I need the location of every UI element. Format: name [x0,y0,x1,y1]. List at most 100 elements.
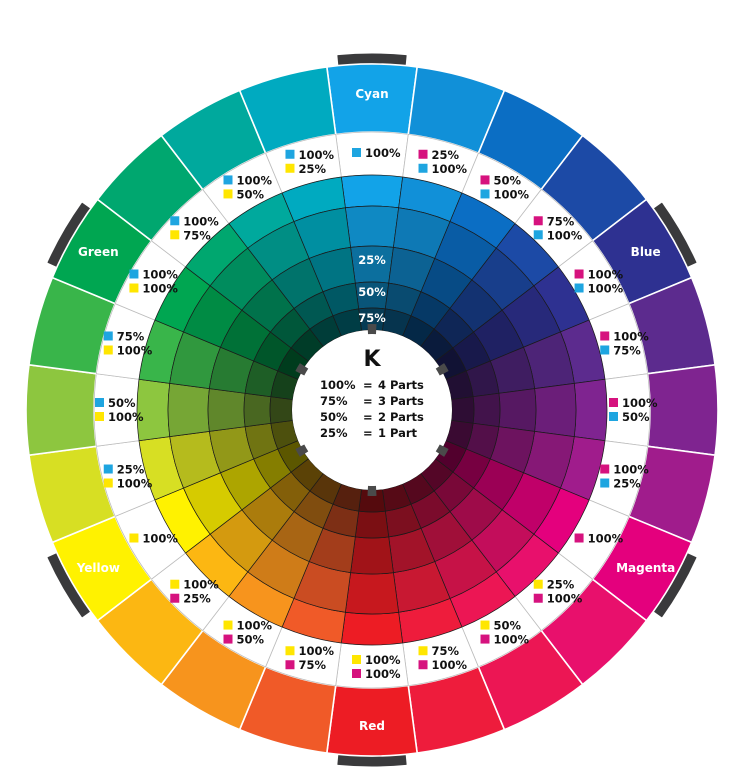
ratio-value: 100% [183,578,219,592]
legend-equals: = [363,426,373,440]
ink-swatch [103,345,113,355]
ink-swatch [352,669,361,678]
ratio-value: 100% [432,658,468,672]
ratio-value: 100% [183,214,219,228]
hue-label: Yellow [76,561,120,575]
ratio-value: 100% [142,532,178,546]
ink-swatch [609,398,618,407]
ratio-value: 100% [613,463,649,477]
shade-swatch [243,392,272,428]
k-ring-label: 50% [358,285,386,299]
center-ticks [295,323,449,496]
legend-percent: 100% [320,378,356,392]
legend-equals: = [363,394,373,408]
shade-swatch [573,378,608,442]
ratio-value: 100% [613,329,649,343]
ratio-value: 100% [588,268,624,282]
ink-swatch [418,163,428,173]
shade-swatch [207,388,246,432]
ratio-value: 50% [237,187,265,201]
ratio-value: 25% [183,592,211,606]
hue-label: Red [359,719,385,733]
ink-swatch [170,579,180,589]
hue-swatch [25,363,98,457]
ink-swatch [103,331,113,341]
ink-swatch [418,660,428,670]
ink-swatch [480,189,490,199]
hue-swatch [646,363,719,457]
shade-swatch [472,392,501,428]
wheel-segments-layer [25,63,719,757]
shade-swatch [340,611,404,646]
ink-swatch [600,464,610,474]
ratio-value: 75% [298,658,326,672]
ink-swatch [223,175,233,185]
ratio-value: 100% [365,653,401,667]
ink-swatch [480,620,490,630]
shade-swatch [344,205,400,248]
ratio-value: 50% [622,410,650,424]
ratio-value: 100% [494,187,530,201]
center-tick [295,444,309,457]
ratio-value: 25% [432,148,460,162]
legend-parts: 1 Part [378,426,418,440]
ratio-value: 75% [183,228,211,242]
ratio-value: 75% [117,329,145,343]
ratio-value: 100% [622,396,658,410]
shade-swatch [350,536,394,575]
shade-swatch [269,396,294,424]
ink-swatch [129,269,139,279]
ink-swatch [170,216,180,226]
center-tick [295,363,309,376]
ratio-value: 75% [613,343,641,357]
ink-swatch [170,593,180,603]
legend-percent: 75% [320,394,348,408]
shade-swatch [498,388,537,432]
ink-swatch [600,345,610,355]
ratio-value: 100% [142,282,178,296]
ink-swatch [129,533,139,543]
ratio-value: 25% [613,477,641,491]
ratio-value: 25% [547,578,575,592]
ratio-value: 100% [237,173,273,187]
ink-swatch [533,579,543,589]
ink-swatch [103,478,113,488]
ink-swatch [285,149,295,159]
ratio-value: 25% [298,162,326,176]
ratio-value: 75% [432,644,460,658]
ratio-value: 100% [117,343,153,357]
ratio-value: 50% [237,633,265,647]
ratio-value: 50% [494,619,522,633]
ratio-value: 100% [588,532,624,546]
shade-swatch [344,572,400,615]
ink-swatch [103,464,113,474]
shade-swatch [450,396,475,424]
ratio-value: 100% [432,162,468,176]
ink-swatch [600,331,610,341]
ink-swatch [129,283,139,293]
center-disc [292,330,452,490]
ink-swatch [285,646,295,656]
center-tick [435,363,449,376]
hue-label: Cyan [355,87,388,101]
ink-swatch [480,175,490,185]
ratio-value: 75% [547,214,575,228]
shade-swatch [354,510,390,539]
ink-swatch [600,478,610,488]
ink-swatch [480,634,490,644]
ratio-value: 100% [298,644,334,658]
ratio-value: 100% [365,667,401,681]
ratio-value: 100% [547,592,583,606]
legend-percent: 25% [320,426,348,440]
ink-swatch [533,593,543,603]
ink-swatch [285,660,295,670]
ratio-value: 50% [494,173,522,187]
ink-swatch [609,412,618,421]
ratio-value: 100% [237,619,273,633]
ink-swatch [418,149,428,159]
ink-swatch [223,620,233,630]
ink-swatch [223,634,233,644]
ink-swatch [223,189,233,199]
ink-swatch [352,655,361,664]
